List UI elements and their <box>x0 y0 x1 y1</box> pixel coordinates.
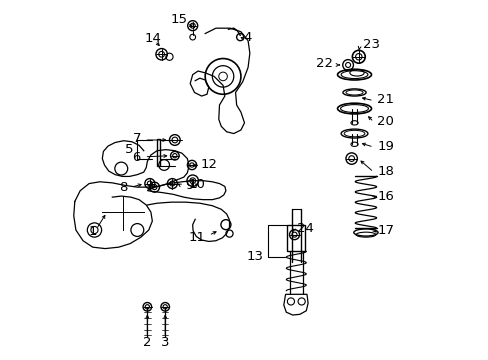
Text: 23: 23 <box>363 39 379 51</box>
Text: 20: 20 <box>377 114 393 127</box>
Text: 18: 18 <box>377 165 393 177</box>
Text: 12: 12 <box>201 158 218 171</box>
Text: 10: 10 <box>188 178 205 191</box>
Text: 4: 4 <box>243 31 251 44</box>
Text: 9: 9 <box>185 179 194 192</box>
Text: 24: 24 <box>297 222 314 235</box>
Text: 21: 21 <box>377 93 394 106</box>
Text: 19: 19 <box>377 140 393 153</box>
Text: 5: 5 <box>124 143 133 156</box>
Bar <box>287 225 305 251</box>
Text: 13: 13 <box>245 250 263 263</box>
Text: 22: 22 <box>315 57 332 71</box>
Text: 7: 7 <box>132 132 141 145</box>
Text: 15: 15 <box>171 13 188 26</box>
Text: 17: 17 <box>377 224 394 237</box>
Text: 8: 8 <box>119 181 127 194</box>
Bar <box>157 139 160 166</box>
Text: 6: 6 <box>132 151 141 165</box>
Text: 11: 11 <box>188 231 205 244</box>
Text: 3: 3 <box>161 336 169 350</box>
Text: 1: 1 <box>88 225 97 238</box>
Text: 2: 2 <box>143 336 151 350</box>
Text: 16: 16 <box>377 190 393 203</box>
Text: 14: 14 <box>144 32 162 45</box>
